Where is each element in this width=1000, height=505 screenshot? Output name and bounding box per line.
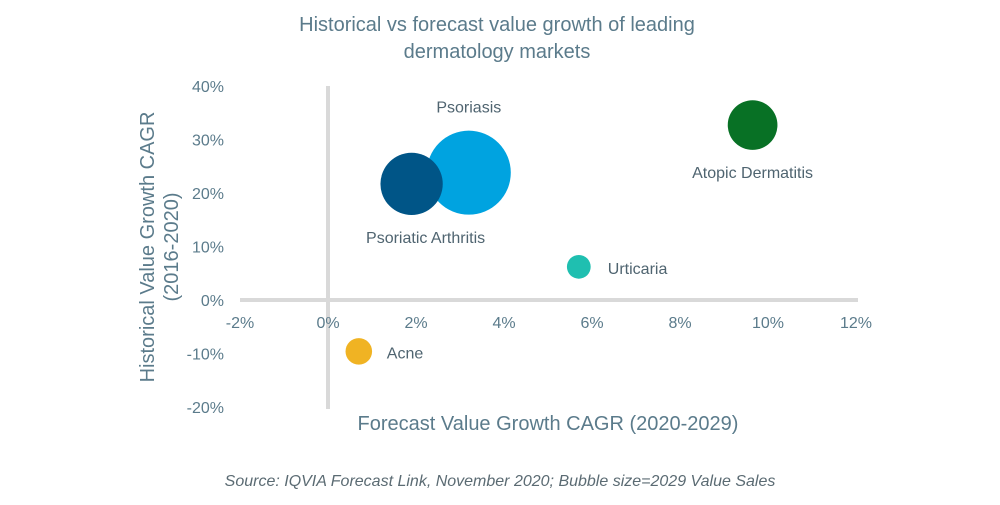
- y-tick-label: -10%: [187, 347, 224, 364]
- y-tick-label: 10%: [192, 240, 224, 257]
- y-axis-title-line-2: (2016-2020): [161, 193, 183, 302]
- x-tick-label: 10%: [752, 315, 784, 332]
- bubble-psoriasis: [426, 130, 511, 215]
- x-axis-title: Forecast Value Growth CAGR (2020-2029): [358, 413, 739, 435]
- x-tick-label: 6%: [580, 315, 603, 332]
- y-tick-label: 20%: [192, 186, 224, 203]
- bubble-label-psoriatic-arthritis: Psoriatic Arthritis: [366, 230, 485, 247]
- bubble-label-acne: Acne: [387, 345, 424, 362]
- x-tick-label: -2%: [226, 315, 254, 332]
- y-tick-label: 30%: [192, 133, 224, 150]
- bubble-psoriatic-arthritis: [380, 152, 443, 216]
- y-tick-label: -20%: [187, 400, 224, 417]
- x-tick-label: 0%: [316, 315, 339, 332]
- chart-title-line-1: Historical vs forecast value growth of l…: [299, 14, 695, 36]
- bubble-acne: [345, 338, 373, 365]
- x-tick-label: 2%: [404, 315, 427, 332]
- bubble-atopic-dermatitis: [727, 100, 778, 150]
- source-note: Source: IQVIA Forecast Link, November 20…: [225, 473, 776, 490]
- y-axis-title-line-1: Historical Value Growth CAGR: [137, 112, 159, 383]
- bubble-urticaria: [566, 254, 591, 279]
- y-tick-label: 0%: [201, 293, 224, 310]
- bubble-label-urticaria: Urticaria: [608, 261, 668, 278]
- bubble-label-atopic-dermatitis: Atopic Dermatitis: [692, 165, 813, 182]
- x-tick-label: 12%: [840, 315, 872, 332]
- bubble-label-psoriasis: Psoriasis: [436, 100, 501, 117]
- x-tick-label: 4%: [492, 315, 515, 332]
- y-tick-label: 40%: [192, 79, 224, 96]
- chart-title-line-2: dermatology markets: [404, 41, 591, 63]
- x-tick-label: 8%: [668, 315, 691, 332]
